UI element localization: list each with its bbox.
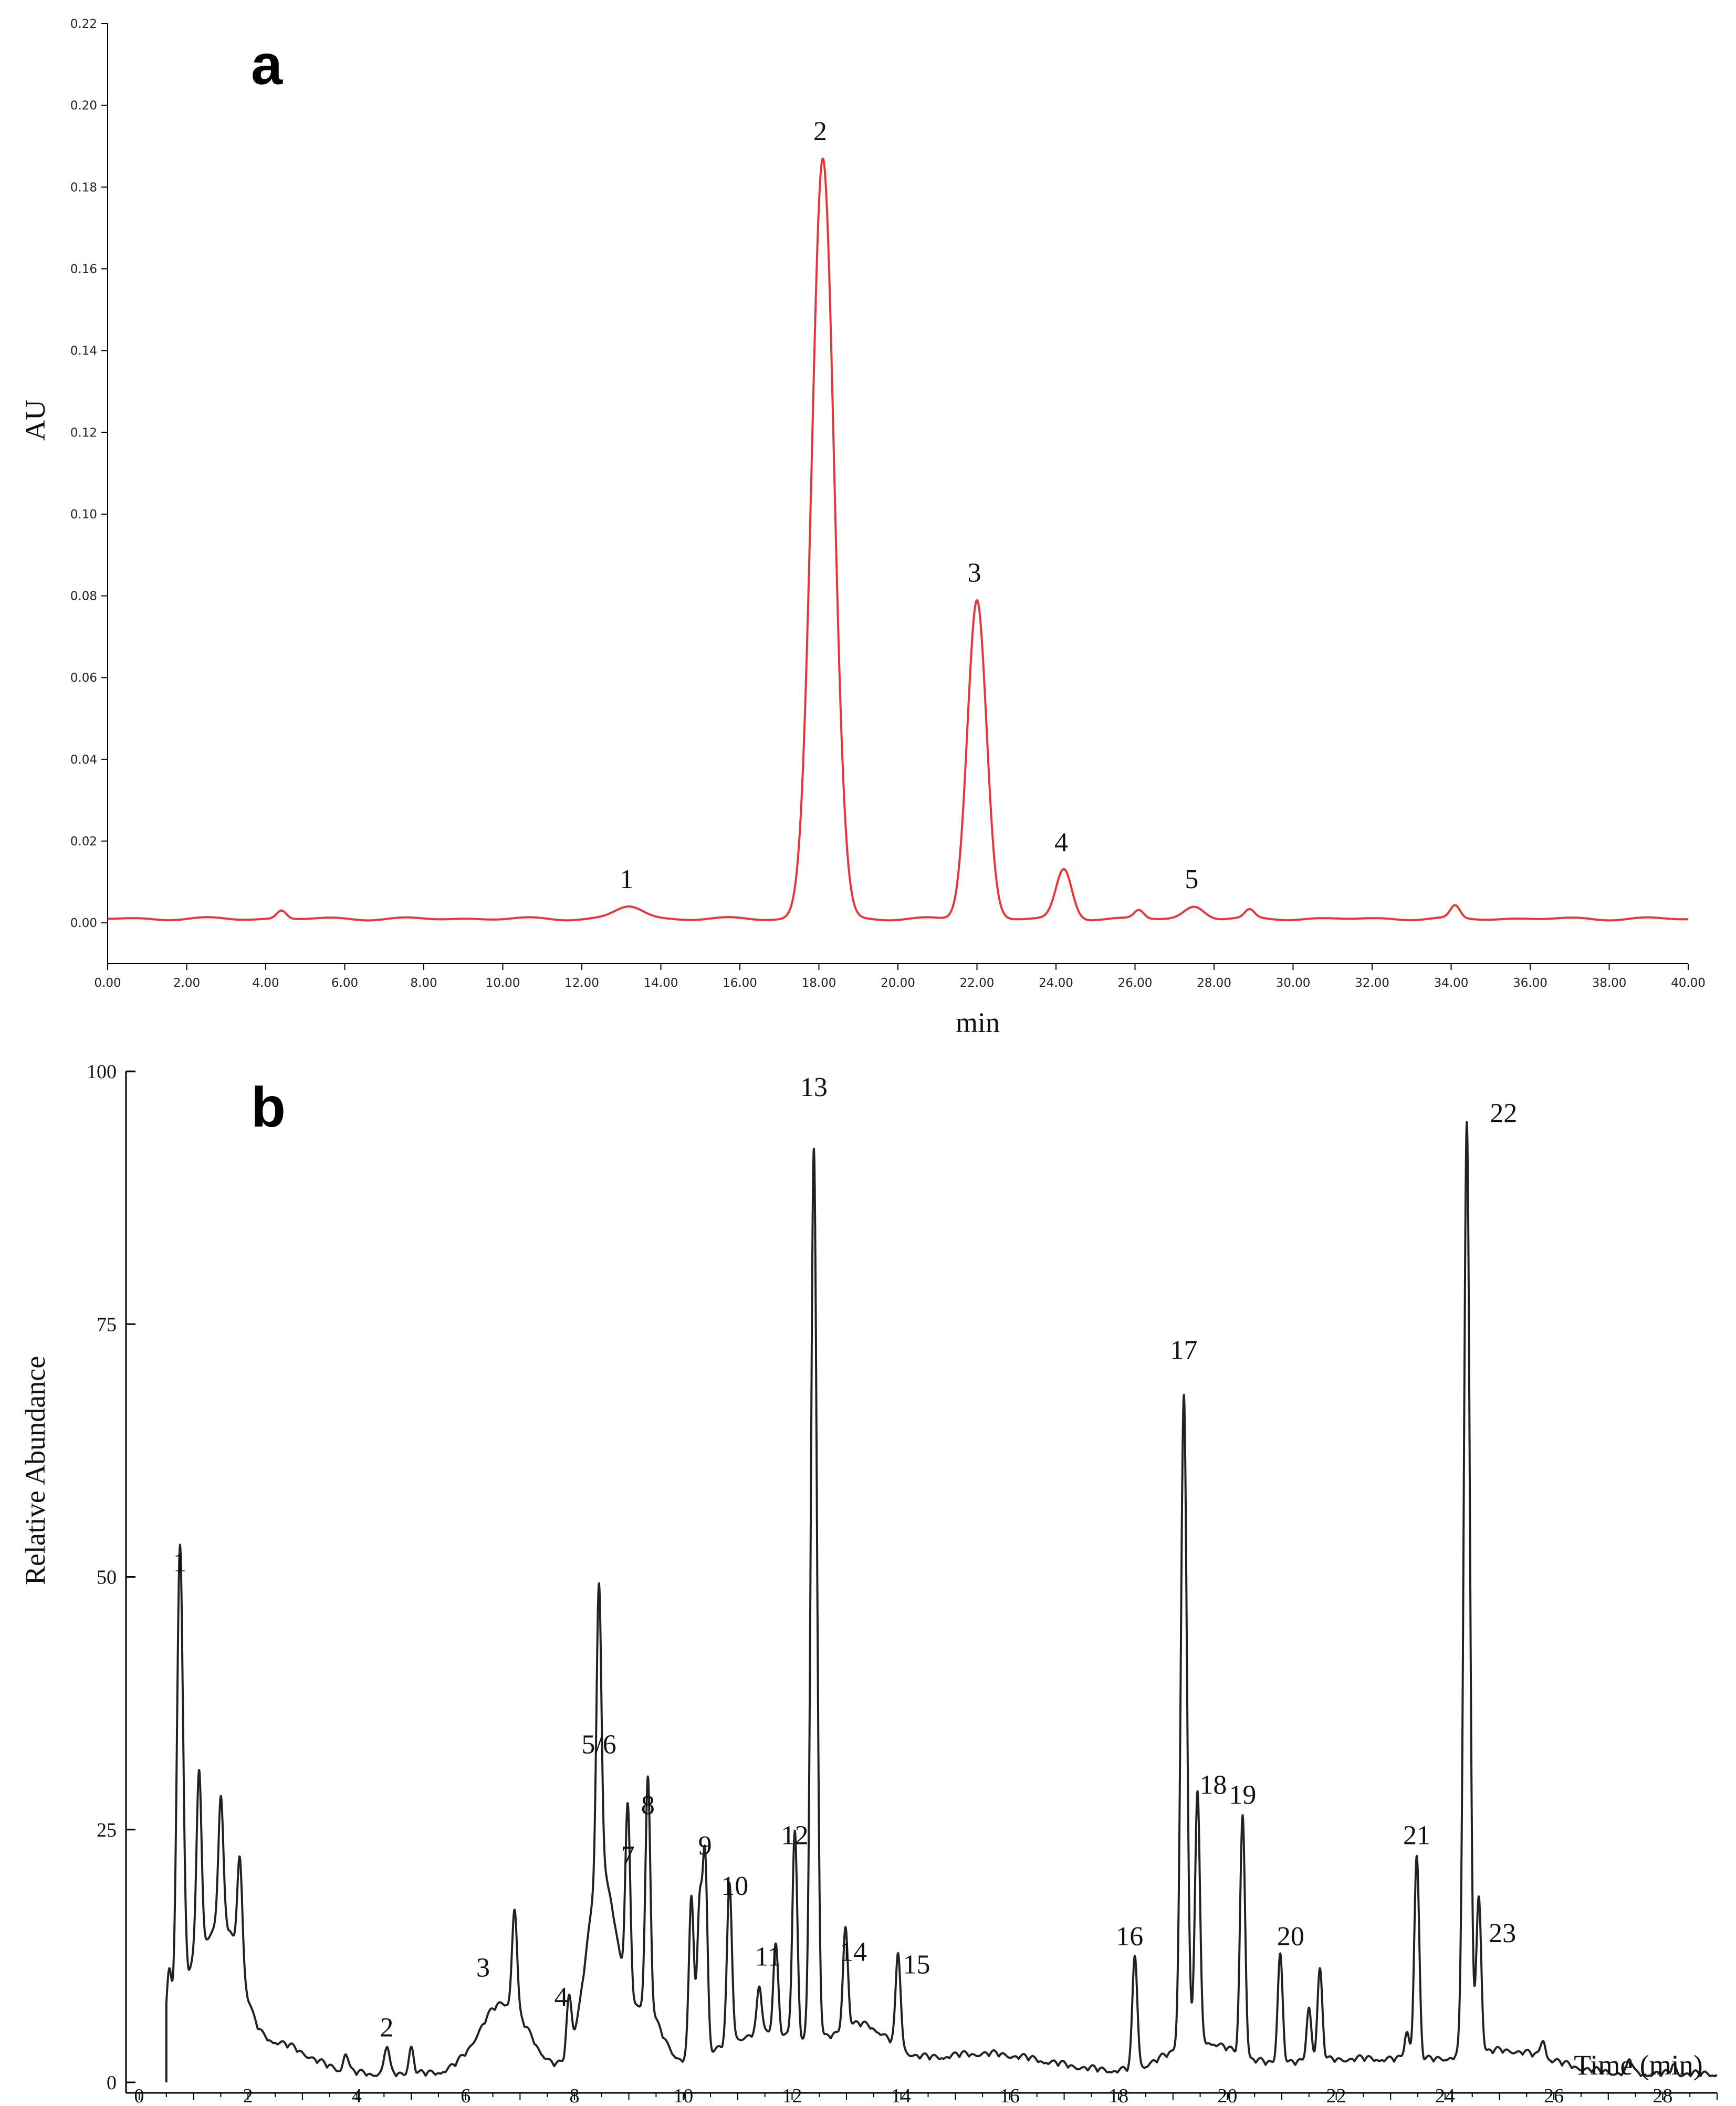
- panel-b-y-tick-label: 25: [97, 1819, 117, 1841]
- panel-a-y-tick-label: 0.20: [70, 99, 97, 113]
- panel-a-y-tick-label: 0.02: [70, 835, 97, 849]
- panel-b-peak-label: 8: [641, 1790, 655, 1820]
- panel-a-x-tick-label: 12.00: [564, 976, 599, 990]
- panel-b-x-tick-label: 20: [1217, 2085, 1237, 2106]
- panel-a-peak-label: 4: [1054, 828, 1068, 858]
- panel-b-peak-label: 4: [555, 1983, 568, 2013]
- panel-b-peak-label: 2: [380, 2013, 393, 2042]
- panel-b-x-tick-label: 26: [1544, 2085, 1564, 2106]
- panel-a-x-tick-label: 32.00: [1355, 976, 1389, 990]
- panel-b-x-tick-label: 4: [352, 2085, 362, 2106]
- panel-b-x-tick-label: 6: [461, 2085, 470, 2106]
- panel-b-peak-label: 18: [1199, 1770, 1227, 1800]
- panel-b-x-tick-label: 12: [782, 2085, 802, 2106]
- panel-b-peak-label: 16: [1116, 1922, 1143, 1952]
- panel-a-y-tick-label: 0.18: [70, 181, 97, 194]
- panel-b-peak-label: 13: [800, 1072, 828, 1102]
- panel-a-x-tick-label: 18.00: [802, 976, 836, 990]
- panel-b-y-tick-label: 75: [97, 1313, 117, 1336]
- panel-a-x-tick-label: 0.00: [94, 976, 121, 990]
- panel-b-x-tick-label: 14: [891, 2085, 911, 2106]
- panel-a-peak-label: 1: [620, 864, 633, 894]
- panel-b-x-tick-label: 8: [569, 2085, 579, 2106]
- panel-b-x-tick-label: 16: [1000, 2085, 1020, 2106]
- panel-a-y-tick-label: 0.10: [70, 508, 97, 522]
- panel-a-x-tick-label: 28.00: [1197, 976, 1231, 990]
- panel-b-y-axis-title: Relative Abundance: [19, 1356, 51, 1585]
- panel-a-x-tick-label: 40.00: [1671, 976, 1706, 990]
- panel-a-x-tick-label: 2.00: [173, 976, 200, 990]
- panel-label-b: b: [251, 1075, 286, 1139]
- panel-a-y-tick-label: 0.00: [70, 916, 97, 930]
- panel-a-x-tick-label: 36.00: [1513, 976, 1547, 990]
- panel-b-peak-label: 11: [755, 1942, 781, 1972]
- panel-a-x-tick-label: 6.00: [331, 976, 358, 990]
- panel-b-peak-label: 19: [1229, 1780, 1256, 1810]
- panel-a-x-axis-title: min: [956, 1007, 1000, 1038]
- panel-b-peak-label: 7: [621, 1841, 635, 1871]
- panel-b-peak-label: 10: [721, 1871, 748, 1901]
- panel-b-y-tick-label: 50: [97, 1567, 117, 1589]
- panel-b-y-tick-label: 100: [87, 1061, 117, 1083]
- panel-b-x-tick-label: 0: [134, 2085, 144, 2106]
- panel-a-y-axis-title: AU: [19, 400, 51, 441]
- panel-b-peak-label: 1: [173, 1548, 187, 1578]
- panel-b-x-axis-title: Time (min): [1574, 2049, 1703, 2081]
- panel-a-peak-label: 2: [813, 117, 827, 147]
- panel-a-x-tick-label: 20.00: [881, 976, 915, 990]
- panel-a-y-tick-label: 0.06: [70, 671, 97, 685]
- panel-b-peak-label: 23: [1489, 1919, 1516, 1948]
- panel-a-y-tick-label: 0.22: [70, 17, 97, 31]
- panel-a-y-tick-label: 0.04: [70, 753, 97, 767]
- panel-b-peak-label: 20: [1277, 1922, 1304, 1952]
- panel-a-peak-label: 3: [968, 558, 981, 588]
- panel-b-x-tick-label: 18: [1108, 2085, 1128, 2106]
- panel-b-peak-label: 17: [1170, 1336, 1198, 1365]
- panel-b-x-tick-label: 24: [1435, 2085, 1455, 2106]
- panel-a-x-tick-label: 4.00: [252, 976, 279, 990]
- panel-a-x-tick-label: 8.00: [410, 976, 437, 990]
- panel-a-x-tick-label: 14.00: [644, 976, 678, 990]
- panel-a-y-tick-label: 0.16: [70, 263, 97, 276]
- panel-b-peak-label: 22: [1490, 1098, 1517, 1128]
- panel-b-peak-label: 15: [903, 1950, 930, 1980]
- panel-a-y-tick-label: 0.14: [70, 345, 97, 358]
- panel-b-peak-label: 5/6: [581, 1729, 616, 1759]
- panel-b-peak-label: 21: [1403, 1821, 1430, 1851]
- panel-b-peak-label: 3: [476, 1953, 490, 1983]
- panel-b-peak-label: 14: [840, 1937, 867, 1967]
- panel-b-x-tick-label: 10: [673, 2085, 693, 2106]
- panel-b-x-tick-label: 28: [1653, 2085, 1672, 2106]
- panel-a-x-tick-label: 16.00: [723, 976, 757, 990]
- panel-b-trace: [165, 1121, 1718, 2082]
- panel-a-x-tick-label: 34.00: [1434, 976, 1469, 990]
- panel-b-peak-label: 9: [698, 1831, 712, 1861]
- panel-label-a: a: [251, 33, 283, 96]
- panel-a-peak-label: 5: [1185, 864, 1198, 894]
- panel-a-x-tick-label: 38.00: [1592, 976, 1627, 990]
- panel-a-trace: [108, 158, 1689, 922]
- panel-a-chart: 0.00 0.02 0.04 0.06 0.08 0.10 0.12 0.14 0.16 0.18…: [19, 17, 1706, 1038]
- panel-a-y-tick-label: 0.12: [70, 426, 97, 440]
- panel-b-peak-label: 12: [781, 1821, 809, 1851]
- panel-b-x-tick-label: 2: [243, 2085, 253, 2106]
- panel-a-x-tick-label: 30.00: [1276, 976, 1311, 990]
- panel-a-x-tick-label: 10.00: [486, 976, 520, 990]
- panel-a-x-tick-label: 26.00: [1118, 976, 1153, 990]
- panel-b-y-tick-label: 0: [107, 2072, 117, 2094]
- panel-a-y-tick-label: 0.08: [70, 590, 97, 603]
- panel-b-x-tick-label: 22: [1326, 2085, 1346, 2106]
- panel-a-x-tick-label: 22.00: [960, 976, 995, 990]
- panel-a-x-tick-label: 24.00: [1039, 976, 1073, 990]
